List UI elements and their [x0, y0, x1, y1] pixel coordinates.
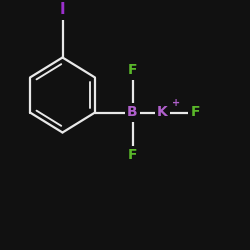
Text: B: B [127, 106, 138, 120]
Text: F: F [128, 148, 137, 162]
Text: I: I [60, 2, 65, 18]
Text: F: F [128, 63, 137, 77]
Text: K: K [157, 106, 168, 120]
Text: F: F [190, 106, 200, 120]
Text: +: + [172, 98, 180, 108]
